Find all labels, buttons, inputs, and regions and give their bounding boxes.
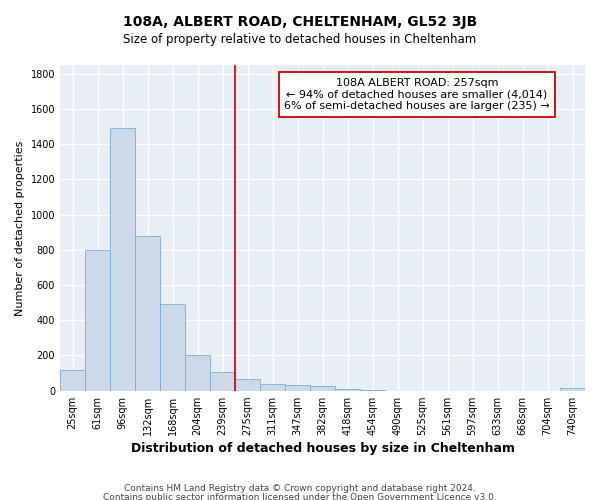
Bar [260,384,285,390]
X-axis label: Distribution of detached houses by size in Cheltenham: Distribution of detached houses by size … [131,442,515,455]
Text: Size of property relative to detached houses in Cheltenham: Size of property relative to detached ho… [124,32,476,46]
Bar [160,304,185,390]
Bar [285,384,310,390]
Bar [85,250,110,390]
Bar [335,389,360,390]
Text: 108A, ALBERT ROAD, CHELTENHAM, GL52 3JB: 108A, ALBERT ROAD, CHELTENHAM, GL52 3JB [123,15,477,29]
Bar [110,128,135,390]
Bar [310,386,335,390]
Text: Contains HM Land Registry data © Crown copyright and database right 2024.: Contains HM Land Registry data © Crown c… [124,484,476,493]
Text: Contains public sector information licensed under the Open Government Licence v3: Contains public sector information licen… [103,493,497,500]
Y-axis label: Number of detached properties: Number of detached properties [15,140,25,316]
Bar [235,380,260,390]
Bar [210,372,235,390]
Text: 108A ALBERT ROAD: 257sqm
← 94% of detached houses are smaller (4,014)
6% of semi: 108A ALBERT ROAD: 257sqm ← 94% of detach… [284,78,550,111]
Bar [560,388,585,390]
Bar [135,236,160,390]
Bar [185,354,210,390]
Bar [60,370,85,390]
